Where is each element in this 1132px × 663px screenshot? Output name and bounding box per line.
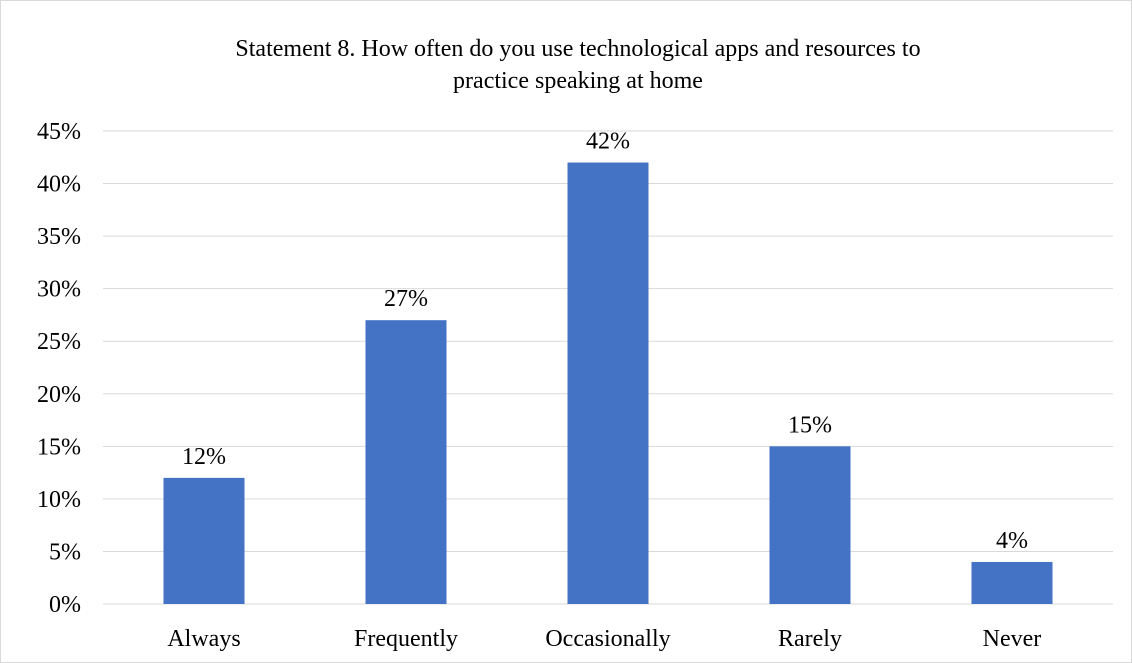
bar-occasionally xyxy=(567,162,649,605)
data-label-rarely: 15% xyxy=(788,412,832,438)
bar-frequently xyxy=(365,320,447,604)
x-tick-label-frequently: Frequently xyxy=(354,626,458,652)
y-tick-label: 0% xyxy=(49,592,81,618)
y-tick-label: 35% xyxy=(37,224,81,250)
data-label-frequently: 27% xyxy=(384,286,428,312)
bars xyxy=(163,162,1053,605)
x-tick-label-occasionally: Occasionally xyxy=(545,626,670,652)
y-tick-label: 25% xyxy=(37,329,81,355)
y-tick-label: 45% xyxy=(37,119,81,145)
x-tick-label-never: Never xyxy=(983,626,1042,652)
data-labels: 12% 27% 42% 15% 4% xyxy=(182,129,1028,554)
bar-never xyxy=(971,561,1053,604)
y-tick-label: 40% xyxy=(37,172,81,198)
data-label-never: 4% xyxy=(996,528,1028,554)
chart-title-line-2: practice speaking at home xyxy=(453,68,703,94)
data-label-occasionally: 42% xyxy=(586,129,630,155)
bar-always xyxy=(163,477,245,604)
x-tick-label-always: Always xyxy=(167,626,240,652)
chart-title: Statement 8. How often do you use techno… xyxy=(235,36,920,94)
data-label-always: 12% xyxy=(182,444,226,470)
y-tick-label: 30% xyxy=(37,277,81,303)
y-tick-label: 10% xyxy=(37,487,81,513)
bar-rarely xyxy=(769,446,851,604)
y-axis-ticks: 0% 5% 10% 15% 20% 25% 30% 35% 40% 45% xyxy=(37,119,81,618)
y-tick-label: 15% xyxy=(37,434,81,460)
x-axis-ticks: Always Frequently Occasionally Rarely Never xyxy=(167,626,1041,652)
chart-title-line-1: Statement 8. How often do you use techno… xyxy=(235,36,920,62)
y-tick-label: 20% xyxy=(37,382,81,408)
x-tick-label-rarely: Rarely xyxy=(778,626,842,652)
y-tick-label: 5% xyxy=(49,539,81,565)
